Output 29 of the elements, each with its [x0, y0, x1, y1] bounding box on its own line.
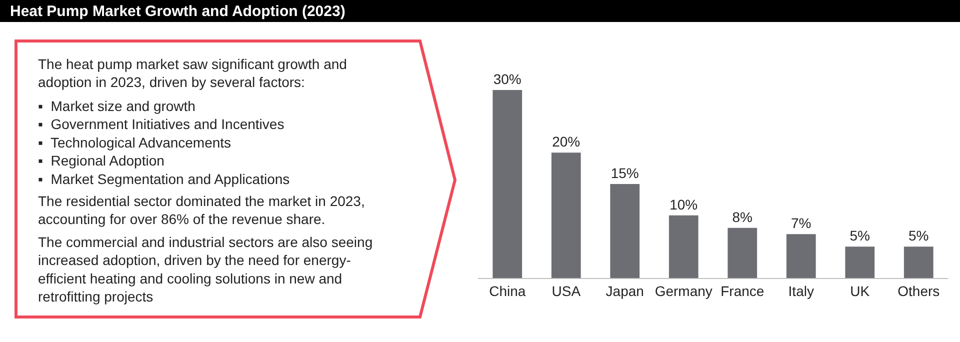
x-tick-label: Italy — [788, 282, 814, 299]
x-tick-label: Germany — [654, 282, 712, 299]
data-label: 7% — [791, 215, 812, 232]
data-label: 20% — [552, 134, 580, 150]
bar — [728, 228, 758, 278]
text: ▪ Market size and growth ▪ Government Initiatives and Incentives ▪ Technological Advancements ▪ Regional Adoption ▪ Market Segmentation and Applications — [38, 98, 290, 187]
data-label: 5% — [908, 228, 929, 244]
data-label: 15% — [610, 165, 639, 181]
data-label: 30% — [493, 71, 522, 87]
x-tick-label: USA — [552, 282, 582, 299]
data-label: 8% — [732, 208, 752, 225]
x-tick-label: France — [720, 282, 764, 299]
text: The commercial and industrial sectors are also seeing increased adoption, driven by the need for energy- efficient heating and cooling solutions in new and retrofitting projects — [38, 234, 373, 305]
x-tick-label: Others — [898, 282, 940, 299]
x-tick-label: UK — [850, 282, 870, 299]
bar — [610, 184, 640, 278]
bar — [492, 90, 522, 278]
text: The residential sector dominated the market in 2023, accounting for over 86% of the revenue share. — [38, 193, 365, 228]
text: Heat Pump Market Growth and Adoption (2023) — [10, 3, 346, 20]
x-tick-label: China — [489, 282, 526, 299]
bar — [551, 152, 581, 278]
text: The heat pump market saw significant growth and adoption in 2023, driven by several factors: — [38, 56, 347, 90]
bar — [904, 246, 934, 278]
bar — [786, 234, 816, 278]
bar — [668, 215, 698, 278]
data-label: 5% — [850, 228, 870, 244]
bar — [845, 246, 875, 278]
data-label: 10% — [670, 196, 698, 212]
x-tick-label: Japan — [606, 282, 644, 299]
